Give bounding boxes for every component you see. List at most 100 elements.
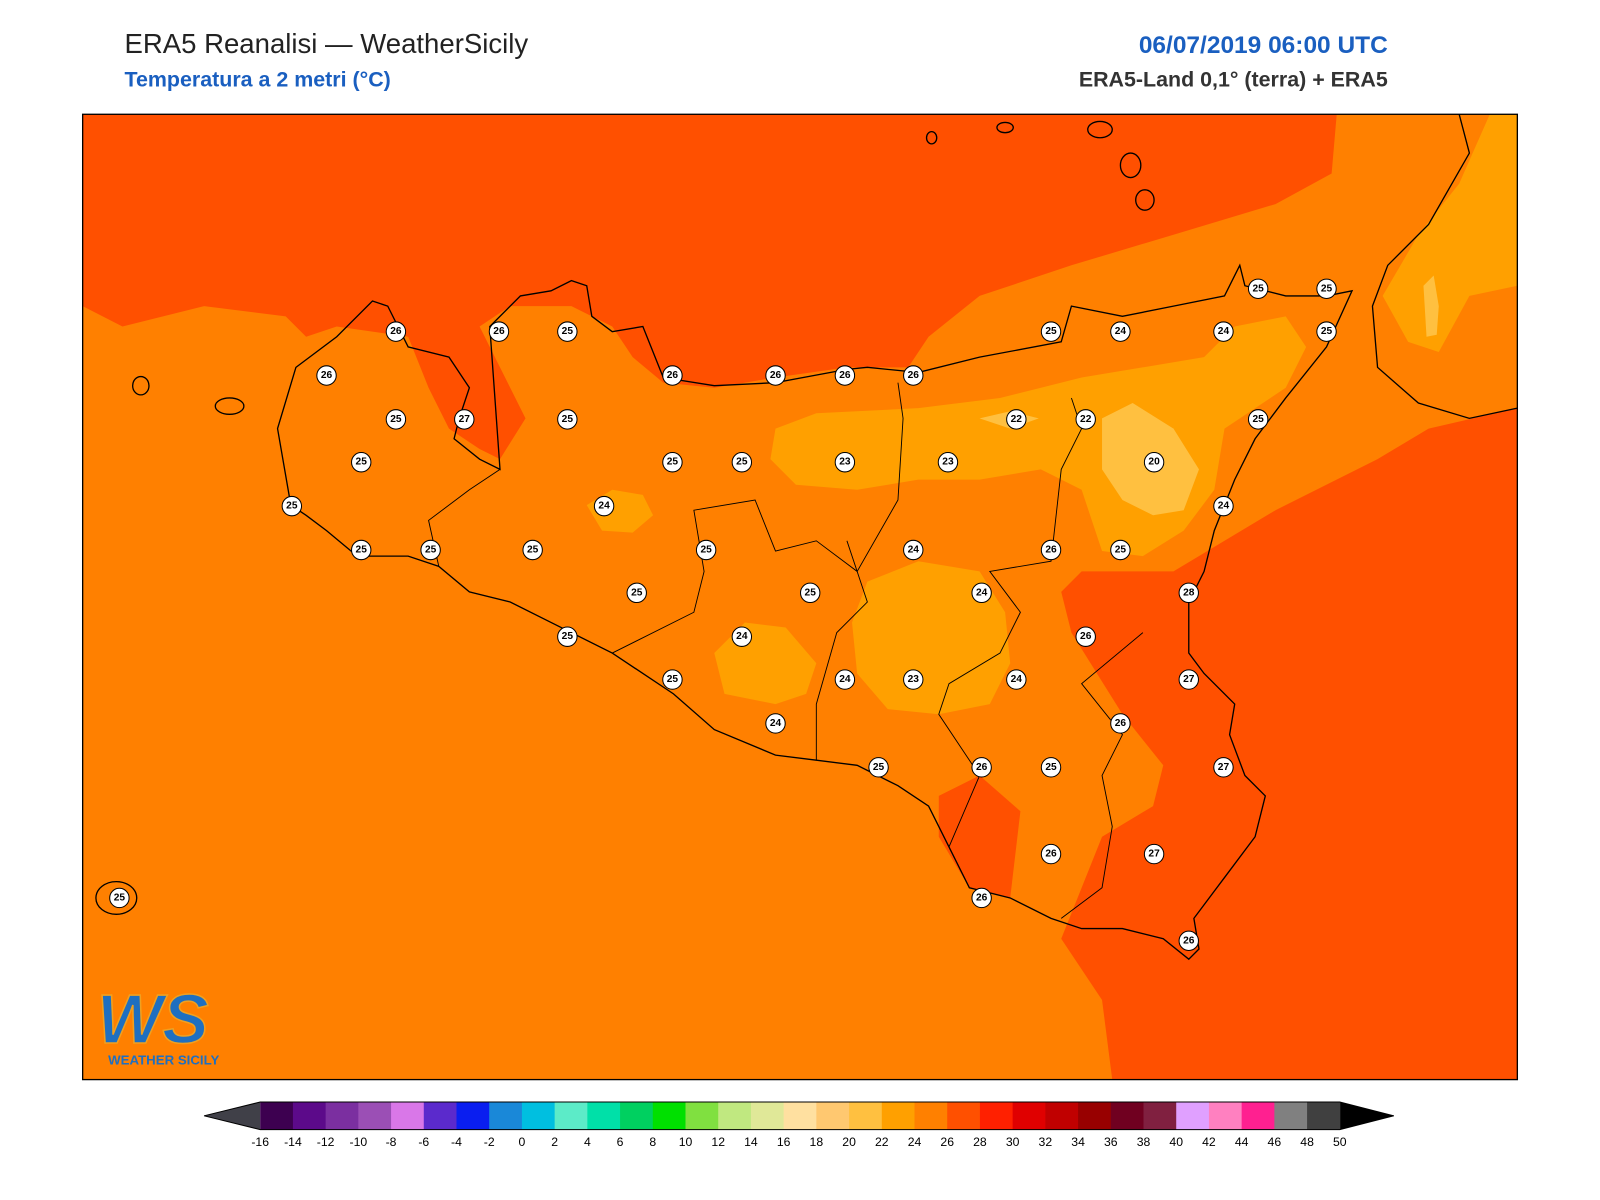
colorbar-tick-label: 32 [1039, 1135, 1053, 1149]
station-marker [351, 452, 372, 473]
station-value: 26 [1045, 545, 1057, 556]
colorbar-bin [1307, 1102, 1341, 1130]
colorbar-tick-label: 2 [551, 1135, 558, 1149]
station-marker [1316, 321, 1337, 342]
colorbar-bin [521, 1102, 556, 1130]
colorbar-bin [1241, 1102, 1275, 1130]
station-value: 25 [667, 674, 679, 685]
station-marker [903, 539, 924, 561]
station-marker [1040, 539, 1062, 561]
colorbar-tick-label: -12 [317, 1135, 335, 1149]
station-value: 25 [562, 631, 574, 642]
colorbar-tick-label: 38 [1137, 1135, 1151, 1149]
station-marker [1040, 757, 1062, 778]
station-value: 26 [770, 370, 782, 381]
colorbar-bin [358, 1102, 392, 1130]
colorbar-bin [1110, 1102, 1145, 1130]
station-marker [1247, 409, 1269, 430]
station-value: 25 [873, 762, 885, 773]
colorbar-tick-label: 22 [875, 1135, 889, 1149]
colorbar-tick-label: -2 [484, 1135, 495, 1149]
station-marker [1040, 843, 1062, 865]
station-value: 26 [1115, 718, 1127, 729]
station-marker [454, 409, 475, 430]
station-marker [731, 452, 753, 473]
station-value: 24 [908, 545, 920, 556]
colorbar-tick-label: 6 [617, 1135, 624, 1149]
stations: 26 26 25 26 25 27 25 25 25 25 25 25 24 26 26 26 26 25 25 23… [109, 278, 1337, 952]
station-marker [903, 365, 924, 386]
temperature-field [82, 114, 1518, 1080]
station-value: 22 [1080, 414, 1092, 425]
station-marker [731, 626, 753, 647]
logo-mark: WS [97, 980, 209, 1058]
station-value: 24 [1115, 326, 1127, 337]
colorbar-bin [1208, 1102, 1243, 1130]
date: 06/07/2019 06:00 UTC [1139, 32, 1388, 59]
colorbar-tick-label: 28 [973, 1135, 987, 1149]
station-marker [522, 539, 543, 561]
colorbar-under [204, 1102, 261, 1130]
colorbar-bin [587, 1102, 621, 1130]
logo-tagline: WEATHER SICILY [108, 1052, 219, 1067]
coastline [95, 114, 1518, 961]
station-marker [593, 495, 615, 517]
colorbar-tick-label: -10 [350, 1135, 368, 1149]
station-marker [1110, 321, 1131, 342]
station-value: 24 [1218, 501, 1230, 512]
colorbar-bin [1012, 1102, 1046, 1130]
station-value: 23 [942, 457, 954, 468]
station-marker [1040, 321, 1062, 342]
station-marker [834, 365, 856, 386]
station-marker [1213, 321, 1234, 342]
station-value: 25 [736, 457, 748, 468]
colorbar-outline [203, 1101, 1395, 1131]
field-22-24 [852, 561, 1011, 715]
station-marker [834, 669, 856, 690]
colorbar-bin [292, 1102, 327, 1130]
station-marker [971, 757, 992, 778]
station-value: 27 [1218, 762, 1230, 773]
station-marker [1143, 452, 1165, 473]
colorbar-tick-label: -4 [451, 1135, 462, 1149]
colorbar-bin [1274, 1102, 1308, 1130]
station-marker [1143, 843, 1165, 865]
colorbar-bin [325, 1102, 359, 1130]
colorbar-tick-label: 30 [1006, 1135, 1020, 1149]
subtitle: Temperatura a 2 metri (°C) [124, 68, 390, 92]
station-value: 24 [770, 718, 782, 729]
colorbar-over [1339, 1102, 1394, 1130]
station-marker [1178, 669, 1199, 690]
colorbar-bin [718, 1102, 752, 1130]
station-marker [1075, 626, 1096, 647]
colorbar-tick-label: 16 [777, 1135, 791, 1149]
station-value: 24 [598, 501, 610, 512]
station-marker [1006, 669, 1027, 690]
station-value: 27 [459, 414, 471, 425]
colorbar-tick-label: 0 [519, 1135, 526, 1149]
colorbar-tick-label: 4 [584, 1135, 591, 1149]
title: ERA5 Reanalisi — WeatherSicily [124, 28, 528, 59]
station-marker [1110, 713, 1131, 734]
station-value: 25 [805, 587, 817, 598]
station-value: 22 [1011, 414, 1023, 425]
colorbar-bin [620, 1102, 654, 1130]
colorbar-bin [554, 1102, 588, 1130]
colorbar-tick-label: 50 [1333, 1135, 1347, 1149]
station-value: 25 [562, 414, 574, 425]
station-marker [281, 495, 303, 517]
colorbar-bin [783, 1102, 817, 1130]
station-marker [316, 365, 337, 386]
colorbar-tick-label: 14 [744, 1135, 758, 1149]
colorbar-tick-label: 20 [842, 1135, 856, 1149]
station-value: 25 [425, 545, 437, 556]
station-marker [351, 539, 372, 561]
colorbar-bin [1176, 1102, 1210, 1130]
station-marker [868, 757, 889, 778]
logo: WS WEATHER SICILY [96, 979, 219, 1067]
station-value: 24 [736, 631, 748, 642]
colorbar-tick-label: 36 [1104, 1135, 1118, 1149]
station-value: 24 [1011, 674, 1023, 685]
